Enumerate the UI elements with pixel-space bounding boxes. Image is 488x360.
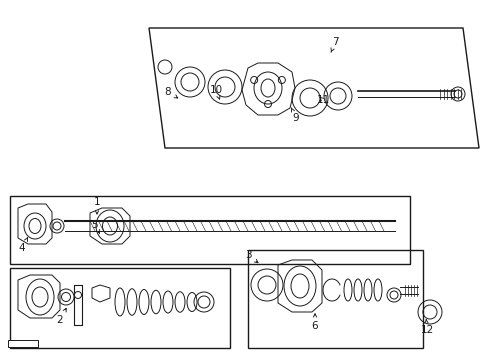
Text: 4: 4 xyxy=(19,238,28,253)
Bar xyxy=(74,285,82,325)
Text: 3: 3 xyxy=(244,250,258,263)
Text: 1: 1 xyxy=(94,197,100,214)
Text: 10: 10 xyxy=(209,85,222,99)
Text: 12: 12 xyxy=(420,319,433,335)
Bar xyxy=(247,250,422,348)
Text: 11: 11 xyxy=(316,95,329,105)
Bar xyxy=(10,268,229,348)
Bar xyxy=(10,196,409,264)
Text: 2: 2 xyxy=(57,309,66,325)
Text: 9: 9 xyxy=(291,108,299,123)
Text: 7: 7 xyxy=(330,37,338,52)
Circle shape xyxy=(74,292,81,298)
Text: 6: 6 xyxy=(311,314,318,331)
Text: 5: 5 xyxy=(92,220,100,233)
Text: 8: 8 xyxy=(164,87,178,98)
Polygon shape xyxy=(8,340,38,347)
